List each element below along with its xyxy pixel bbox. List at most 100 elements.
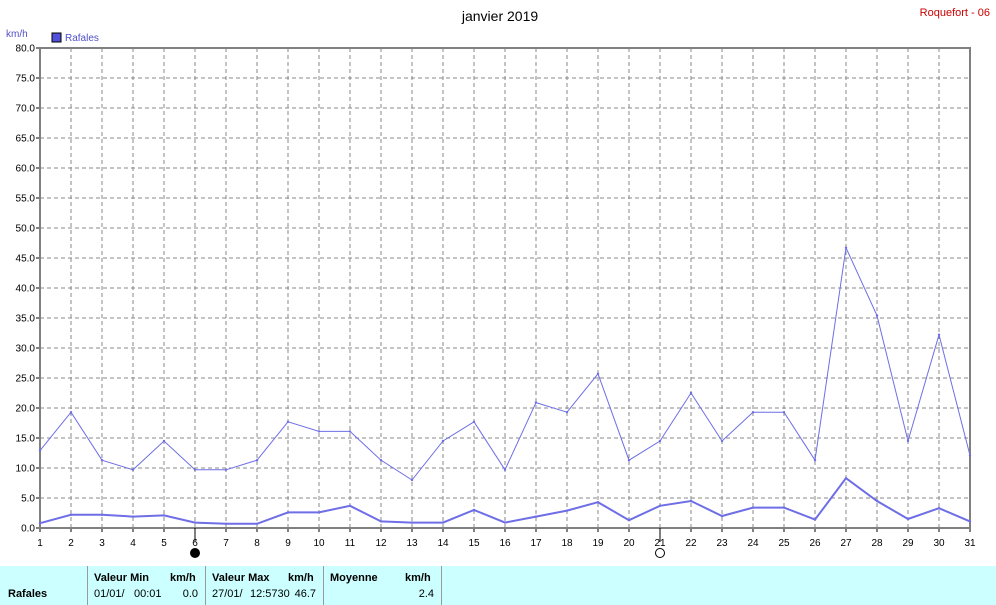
- stats-divider: [205, 566, 206, 605]
- stats-divider: [441, 566, 442, 605]
- series-mean-point: [627, 519, 631, 522]
- y-tick-label: 35.0: [16, 314, 36, 325]
- series-max-point: [224, 468, 228, 471]
- min-date: 01/01/: [94, 588, 125, 600]
- y-tick-label: 25.0: [16, 374, 36, 385]
- full-moon-icon: [655, 548, 665, 558]
- y-axis-unit: km/h: [6, 29, 28, 40]
- y-tick-label: 70.0: [16, 104, 36, 115]
- x-tick-label: 13: [406, 538, 418, 549]
- x-tick-label: 22: [685, 538, 697, 549]
- y-tick-label: 10.0: [16, 464, 36, 475]
- series-mean-point: [472, 508, 476, 512]
- series-mean-point: [813, 518, 817, 521]
- series-mean-point: [596, 501, 600, 504]
- x-tick-label: 15: [468, 538, 480, 549]
- series-max-point: [131, 468, 135, 471]
- series-max-point: [782, 411, 786, 414]
- x-tick-label: 19: [592, 538, 604, 549]
- x-tick-label: 14: [437, 538, 449, 549]
- stats-divider: [87, 566, 88, 605]
- new-moon-icon: [190, 548, 200, 558]
- series-max-point: [565, 411, 569, 414]
- series-max-point: [503, 468, 507, 471]
- x-tick-label: 9: [285, 538, 291, 549]
- y-tick-label: 20.0: [16, 404, 36, 415]
- series-max-point: [38, 449, 42, 452]
- series-max-point: [906, 439, 910, 443]
- x-tick-label: 31: [964, 538, 976, 549]
- series-max-point: [193, 468, 197, 471]
- x-tick-label: 24: [747, 538, 759, 549]
- series-mean-point: [100, 513, 104, 516]
- x-tick-label: 30: [933, 538, 945, 549]
- series-max-point: [317, 430, 321, 433]
- x-tick-label: 27: [840, 538, 852, 549]
- x-tick-label: 25: [778, 538, 790, 549]
- series-mean-point: [317, 511, 321, 514]
- min-unit: km/h: [170, 572, 196, 584]
- max-label: Valeur Max: [212, 572, 270, 584]
- series-max-point: [937, 333, 941, 336]
- series-max-point: [410, 478, 414, 482]
- series-mean-point: [782, 506, 786, 509]
- max-unit: km/h: [288, 572, 314, 584]
- x-tick-label: 28: [871, 538, 883, 549]
- series-max-point: [844, 246, 848, 249]
- x-tick-label: 17: [530, 538, 542, 549]
- x-tick-label: 21: [654, 538, 666, 549]
- series-max-point: [162, 439, 166, 443]
- series-mean-point: [193, 521, 197, 524]
- mean-label: Moyenne: [330, 572, 378, 584]
- series-mean-point: [534, 515, 538, 518]
- series-mean-point: [255, 522, 259, 525]
- series-mean-point: [410, 521, 414, 524]
- series-max-point: [472, 420, 476, 423]
- x-tick-label: 4: [130, 538, 136, 549]
- series-max-point: [379, 459, 383, 462]
- x-tick-label: 20: [623, 538, 635, 549]
- y-tick-label: 60.0: [16, 164, 36, 175]
- series-mean-point: [38, 522, 42, 525]
- series-mean-point: [503, 521, 507, 524]
- min-label: Valeur Min: [94, 572, 150, 584]
- chart-title: janvier 2019: [461, 8, 538, 24]
- series-mean-point: [379, 520, 383, 523]
- y-tick-label: 50.0: [16, 224, 36, 235]
- series-max-point: [627, 459, 631, 462]
- mean-unit: km/h: [405, 572, 431, 584]
- legend-swatch: [51, 32, 62, 43]
- series-mean-point: [844, 477, 848, 480]
- series-mean-point: [69, 513, 73, 516]
- series-mean-point: [875, 499, 879, 503]
- series-mean-point: [751, 506, 755, 509]
- legend-label-rafales: Rafales: [65, 33, 99, 44]
- y-tick-label: 5.0: [21, 494, 35, 505]
- moon-phases: [190, 528, 665, 558]
- series-max-point: [255, 459, 259, 462]
- series-mean-point: [224, 522, 228, 525]
- series-max-point: [100, 459, 104, 462]
- station-name: Roquefort - 06: [920, 7, 990, 19]
- series-max-point: [348, 430, 352, 433]
- max-time: 12:5730: [250, 588, 290, 600]
- series-mean-point: [689, 499, 693, 503]
- min-value: 0.0: [182, 588, 198, 600]
- x-tick-label: 7: [223, 538, 229, 549]
- series-max-point: [968, 454, 972, 457]
- series-mean-point: [348, 504, 352, 507]
- series-mean-point: [131, 515, 135, 518]
- series-mean-point: [720, 514, 724, 518]
- series-mean-point: [968, 520, 972, 523]
- series-mean-point: [906, 517, 910, 521]
- x-tick-label: 8: [254, 538, 260, 549]
- max-date: 27/01/: [212, 588, 243, 600]
- series-mean-point: [286, 511, 290, 514]
- x-tick-label: 23: [716, 538, 728, 549]
- max-value: 46.7: [294, 588, 316, 600]
- x-tick-label: 10: [313, 538, 325, 549]
- y-tick-label: 80.0: [16, 44, 36, 55]
- series-max-point: [875, 314, 879, 317]
- grid: [40, 48, 970, 528]
- x-tick-label: 29: [902, 538, 914, 549]
